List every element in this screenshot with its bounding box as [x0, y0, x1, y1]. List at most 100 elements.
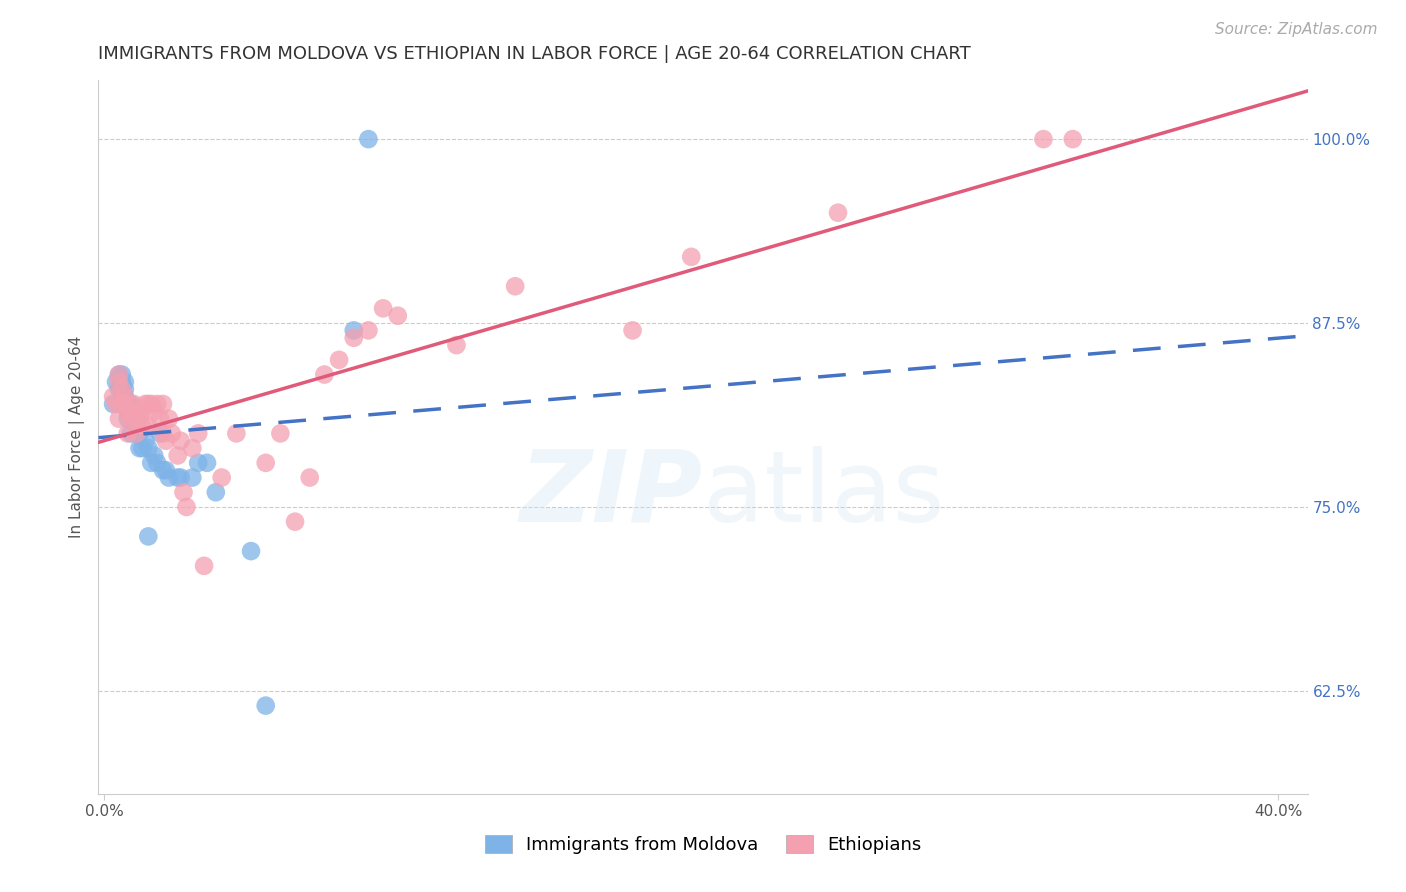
Point: [225, 426, 247, 441]
Point: [160, 426, 183, 441]
Point: [166, 470, 188, 484]
Point: [111, 382, 134, 396]
Point: [181, 470, 204, 484]
Point: [357, 323, 380, 337]
Point: [125, 426, 148, 441]
Point: [1062, 132, 1084, 146]
Point: [193, 558, 215, 573]
Point: [128, 411, 150, 425]
Point: [111, 368, 134, 382]
Legend: Immigrants from Moldova, Ethiopians: Immigrants from Moldova, Ethiopians: [475, 826, 931, 863]
Point: [122, 397, 145, 411]
Point: [131, 404, 153, 418]
Point: [240, 544, 263, 558]
Text: Source: ZipAtlas.com: Source: ZipAtlas.com: [1215, 22, 1378, 37]
Point: [284, 515, 307, 529]
Point: [122, 404, 145, 418]
Point: [152, 426, 174, 441]
Point: [446, 338, 468, 352]
Point: [122, 411, 145, 425]
Point: [117, 397, 139, 411]
Point: [298, 470, 321, 484]
Point: [114, 375, 136, 389]
Y-axis label: In Labor Force | Age 20-64: In Labor Force | Age 20-64: [69, 336, 84, 538]
Point: [357, 132, 380, 146]
Point: [117, 404, 139, 418]
Point: [343, 331, 366, 345]
Point: [117, 411, 139, 425]
Point: [114, 397, 136, 411]
Point: [187, 426, 209, 441]
Point: [152, 463, 174, 477]
Point: [111, 397, 134, 411]
Text: atlas: atlas: [703, 446, 945, 542]
Point: [146, 456, 169, 470]
Point: [681, 250, 703, 264]
Point: [371, 301, 394, 316]
Point: [120, 397, 142, 411]
Point: [108, 382, 131, 396]
Point: [117, 426, 139, 441]
Point: [134, 434, 156, 448]
Point: [108, 368, 131, 382]
Point: [1032, 132, 1054, 146]
Point: [195, 456, 218, 470]
Point: [343, 323, 366, 337]
Point: [155, 463, 177, 477]
Point: [101, 390, 124, 404]
Text: IMMIGRANTS FROM MOLDOVA VS ETHIOPIAN IN LABOR FORCE | AGE 20-64 CORRELATION CHAR: IMMIGRANTS FROM MOLDOVA VS ETHIOPIAN IN …: [98, 45, 972, 63]
Point: [254, 698, 277, 713]
Point: [157, 411, 180, 425]
Point: [105, 375, 128, 389]
Point: [141, 456, 163, 470]
Point: [122, 404, 145, 418]
Point: [114, 390, 136, 404]
Point: [166, 449, 188, 463]
Point: [136, 529, 159, 543]
Point: [114, 390, 136, 404]
Point: [108, 411, 131, 425]
Point: [120, 426, 142, 441]
Text: ZIP: ZIP: [520, 446, 703, 542]
Point: [125, 411, 148, 425]
Point: [141, 397, 163, 411]
Point: [136, 397, 159, 411]
Point: [254, 456, 277, 470]
Point: [204, 485, 226, 500]
Point: [136, 441, 159, 455]
Point: [143, 404, 166, 418]
Point: [187, 456, 209, 470]
Point: [111, 375, 134, 389]
Point: [136, 419, 159, 434]
Point: [128, 426, 150, 441]
Point: [134, 397, 156, 411]
Point: [157, 470, 180, 484]
Point: [101, 397, 124, 411]
Point: [173, 485, 195, 500]
Point: [143, 449, 166, 463]
Point: [120, 404, 142, 418]
Point: [117, 404, 139, 418]
Point: [152, 397, 174, 411]
Point: [122, 411, 145, 425]
Point: [125, 411, 148, 425]
Point: [105, 397, 128, 411]
Point: [125, 426, 148, 441]
Point: [328, 352, 350, 367]
Point: [387, 309, 409, 323]
Point: [169, 434, 191, 448]
Point: [211, 470, 233, 484]
Point: [111, 382, 134, 396]
Point: [314, 368, 336, 382]
Point: [114, 382, 136, 396]
Point: [131, 419, 153, 434]
Point: [117, 397, 139, 411]
Point: [827, 205, 849, 219]
Point: [120, 411, 142, 425]
Point: [108, 368, 131, 382]
Point: [149, 426, 172, 441]
Point: [169, 470, 191, 484]
Point: [181, 441, 204, 455]
Point: [621, 323, 644, 337]
Point: [122, 404, 145, 418]
